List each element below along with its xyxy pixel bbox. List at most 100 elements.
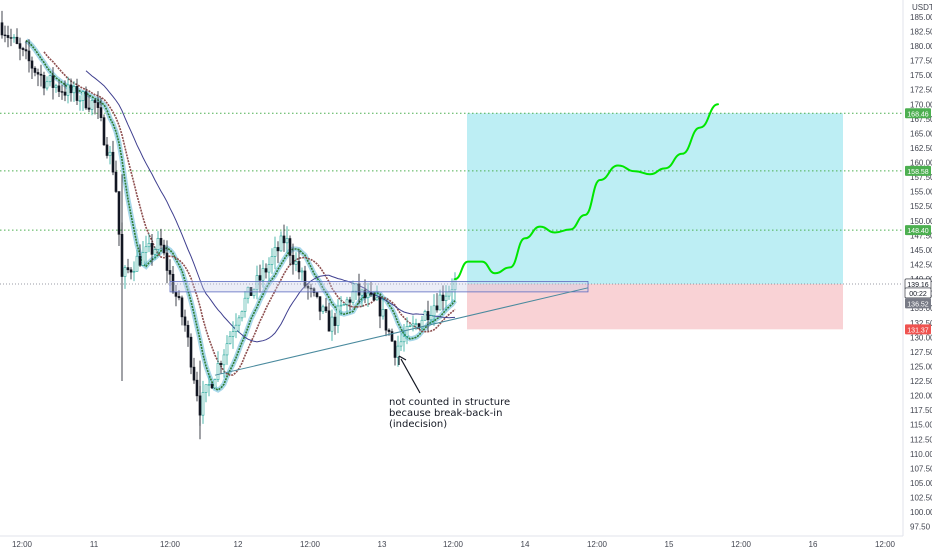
price-badge-label: 00:22: [909, 291, 927, 298]
price-badge-label: 131.37: [907, 327, 929, 334]
x-tick-label: 12:00: [443, 540, 464, 549]
candle-body: [267, 264, 271, 273]
candle-body: [186, 324, 190, 338]
price-badge: [904, 287, 932, 299]
price-badge-label: 168.46: [907, 111, 929, 118]
candle-body: [213, 379, 217, 389]
candle-body: [231, 331, 235, 337]
x-tick-label: 12: [234, 540, 243, 549]
projection-curve: [454, 103, 719, 281]
price-badges: 168.46 158.58 148.40 139.16 00:22 136.52 131.3…: [904, 108, 932, 335]
candle-body: [18, 43, 22, 49]
candle-body: [378, 297, 382, 317]
price-axis[interactable]: USDT 97.50 100.00 102.50 105.00 107.50 110.00…: [902, 0, 932, 536]
candle-body: [363, 289, 367, 298]
y-tick-label: 162.50: [910, 144, 932, 153]
candle-body: [282, 235, 286, 244]
y-tick-label: 112.50: [910, 435, 932, 444]
y-tick-label: 100.00: [910, 508, 932, 517]
candle-body: [402, 336, 406, 343]
candle-body: [285, 238, 289, 244]
candle-body: [237, 317, 241, 326]
candle-body: [336, 305, 340, 326]
candle-body: [15, 36, 19, 44]
candle-body: [147, 243, 151, 248]
candle-body: [204, 384, 208, 393]
annotation-line-1: not counted in structure: [389, 397, 510, 408]
candle-body: [72, 86, 76, 94]
candle-body: [297, 261, 301, 273]
candle-body: [141, 252, 145, 266]
candle-body: [432, 305, 436, 316]
y-tick-label: 155.00: [910, 188, 932, 197]
candle-body: [114, 171, 118, 192]
candle-body: [24, 49, 28, 52]
candle-body: [6, 35, 10, 38]
candle-body: [138, 255, 142, 266]
candle-body: [69, 84, 73, 94]
candle-body: [447, 291, 451, 297]
y-tick-label: 165.00: [910, 129, 932, 138]
currency-label: USDT: [912, 3, 932, 12]
candle-body: [327, 310, 331, 332]
y-tick-label: 132.50: [910, 319, 932, 328]
candle-body: [393, 340, 397, 358]
candle-body: [102, 117, 106, 146]
candle-body: [240, 311, 244, 319]
candle-body: [222, 354, 226, 366]
candle-body: [126, 267, 130, 271]
candle-body: [129, 269, 133, 273]
candle-body: [348, 299, 352, 303]
y-tick-label: 150.00: [910, 217, 932, 226]
y-tick-label: 125.00: [910, 362, 932, 371]
candle-body: [414, 323, 418, 325]
candle-body: [216, 363, 220, 380]
candle-body: [351, 290, 355, 303]
candle-body: [369, 292, 373, 295]
y-tick-label: 120.00: [910, 392, 932, 401]
candle-body: [426, 311, 430, 321]
candle-body: [123, 267, 127, 277]
candle-body: [333, 316, 337, 326]
y-tick-label: 170.00: [910, 100, 932, 109]
candle-body: [246, 287, 250, 299]
y-tick-label: 157.50: [910, 173, 932, 182]
candle-body: [435, 305, 439, 311]
candle-body: [279, 235, 283, 252]
candlesticks: [0, 10, 457, 440]
y-tick-label: 105.00: [910, 479, 932, 488]
candle-body: [234, 324, 238, 332]
candle-body: [306, 285, 310, 289]
candle-body: [108, 151, 112, 156]
candle-body: [441, 294, 445, 301]
candle-body: [51, 75, 55, 88]
candle-body: [45, 81, 49, 89]
candle-body: [264, 268, 268, 273]
candle-body: [150, 243, 154, 255]
candle-body: [312, 288, 316, 293]
candle-body: [57, 85, 61, 92]
candle-body: [417, 323, 421, 329]
candle-body: [156, 237, 160, 250]
candle-body: [189, 336, 193, 368]
candle-body: [291, 255, 295, 265]
candle-body: [96, 102, 100, 108]
price-badge-label: 148.40: [907, 228, 929, 235]
time-axis[interactable]: 12:00 11 12:00 12 12:00 13 12:00 14 12:00 15 12:00…: [0, 535, 903, 549]
annotation-line-2: because break-back-in: [389, 408, 502, 419]
candle-body: [381, 309, 385, 317]
candle-body: [345, 299, 349, 305]
y-tick-label: 102.50: [910, 494, 932, 503]
x-tick-label: 12:00: [160, 540, 181, 549]
candle-body: [261, 268, 265, 281]
candle-body: [387, 329, 391, 332]
annotation-arrow-line: [400, 358, 421, 394]
y-tick-label: 160.00: [910, 159, 932, 168]
candle-body: [165, 252, 169, 271]
candle-body: [183, 316, 187, 326]
candle-body: [12, 36, 16, 39]
y-tick-label: 182.50: [910, 27, 932, 36]
candle-body: [357, 283, 361, 296]
